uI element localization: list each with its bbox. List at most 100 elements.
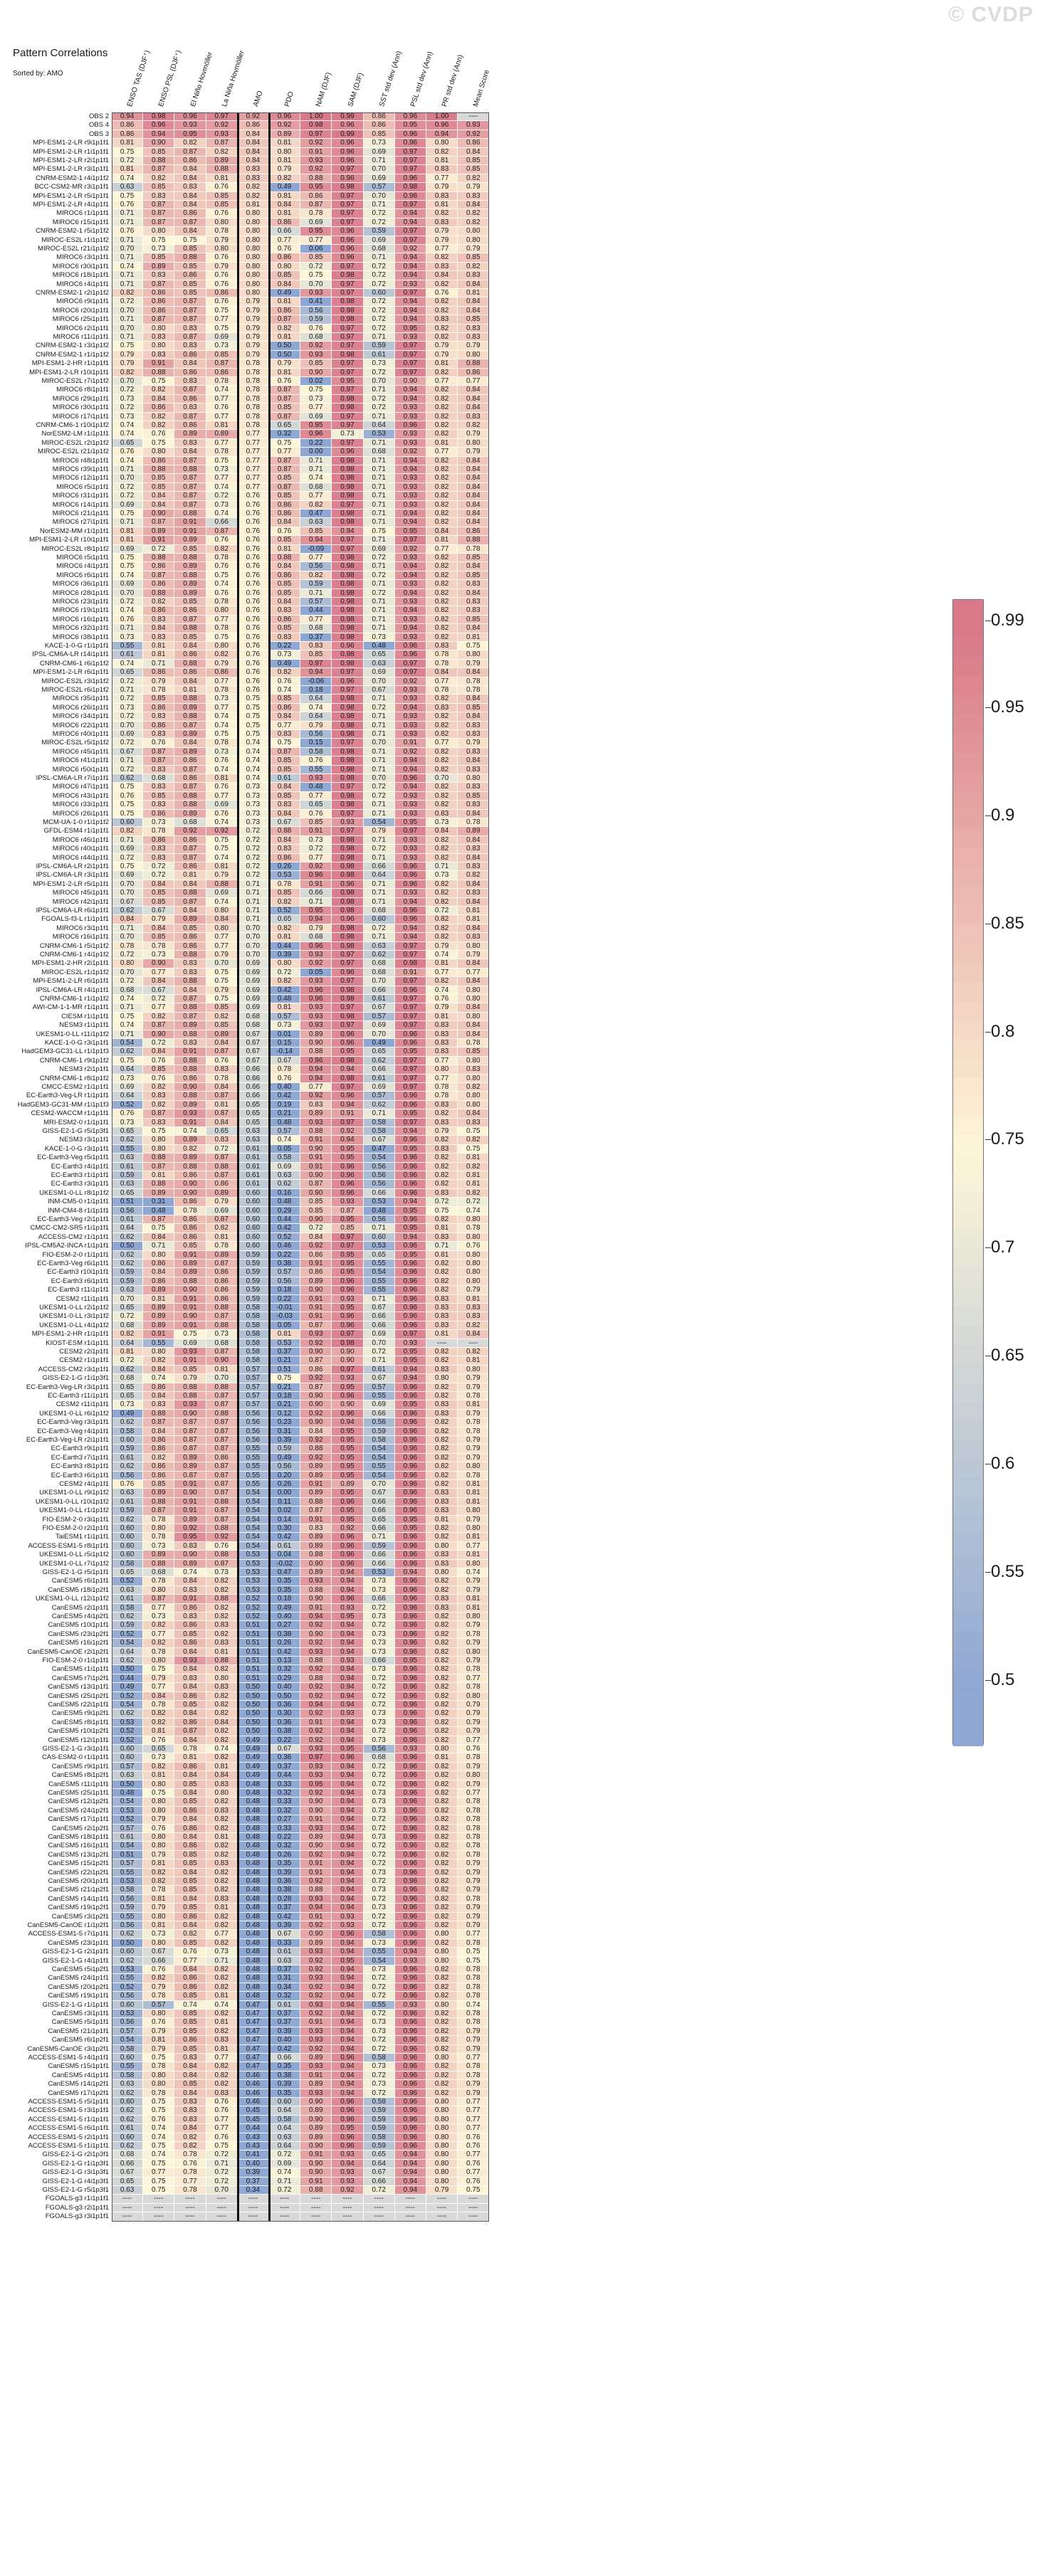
row-label: UKESM1-0-LL r3i1p1f2 — [39, 1312, 109, 1321]
cvdp-logo: © CVDP — [948, 3, 1034, 26]
heatmap-cell: 0.96 — [332, 157, 364, 166]
heatmap-cell: 0.71 — [363, 482, 395, 492]
heatmap-cell: 0.98 — [394, 183, 426, 192]
row-label: NorESM2-MM r1i1p1f1 — [39, 527, 109, 535]
row-label: CESM2 r4i1p1f1 — [59, 1480, 109, 1488]
column-header: La Niña Hovmöller — [220, 49, 246, 108]
row-label: NESM3 r2i1p1f1 — [59, 1065, 109, 1074]
heatmap-cell: 0.76 — [426, 289, 458, 298]
column-header: SST std dev (Ann) — [377, 50, 404, 108]
heatmap-cell: 0.79 — [269, 165, 301, 174]
heatmap-cell: 0.96 — [174, 112, 206, 122]
heatmap-cell: 0.93 — [394, 430, 426, 439]
heatmap-cell: 0.85 — [174, 262, 206, 272]
heatmap-cell: 0.69 — [300, 218, 332, 228]
row-label: FGOALS-f3-L r1i1p1f1 — [41, 915, 109, 924]
heatmap-cell: 0.84 — [174, 448, 206, 457]
heatmap-cell: 0.97 — [394, 350, 426, 360]
heatmap-cell: 0.81 — [112, 165, 144, 174]
colorbar-tick-label: 0.55 — [985, 1561, 1024, 1581]
heatmap-cell: 0.82 — [269, 324, 301, 333]
row-label: CNRM-CM6-1 r10i1p1f2 — [36, 421, 109, 429]
heatmap-cell: 0.83 — [174, 377, 206, 386]
heatmap-cell: 0.98 — [332, 271, 364, 280]
heatmap-cell: 0.87 — [174, 500, 206, 510]
row-label: EC-Earth3 r1i1p1f1 — [51, 1171, 109, 1179]
heatmap-cell: 0.76 — [143, 430, 175, 439]
heatmap-cell: 0.92 — [269, 121, 301, 130]
heatmap-cell: 0.86 — [300, 191, 332, 201]
heatmap-cell: 0.86 — [269, 218, 301, 228]
colorbar-band — [953, 1420, 983, 1441]
row-label: IPSL-CM5A2-INCA r1i1p1f1 — [25, 1242, 109, 1250]
heatmap-cell: 0.84 — [174, 359, 206, 369]
heatmap-cell: 0.86 — [112, 130, 144, 139]
row-label: CNRM-CM6-1 r6i1p1f2 — [39, 659, 109, 667]
colorbar-band — [953, 1593, 983, 1613]
heatmap-cell: 1.00 — [426, 112, 458, 122]
heatmap-cell: 0.86 — [143, 289, 175, 298]
heatmap-cell: 0.72 — [363, 394, 395, 404]
heatmap-cell: 0.81 — [269, 333, 301, 342]
heatmap-cell: 0.96 — [332, 253, 364, 263]
heatmap-cell: 0.94 — [394, 209, 426, 218]
colorbar-band — [953, 1726, 983, 1746]
heatmap-cell: 0.61 — [363, 350, 395, 360]
heatmap-cell: 0.87 — [174, 297, 206, 307]
row-label: MPI-ESM1-2-LR r9i1p1f1 — [33, 139, 109, 147]
row-label: CanESM5 r9i1p2f1 — [51, 1709, 109, 1718]
row-label: CanESM5 r24i1p2f1 — [48, 1806, 109, 1815]
heatmap-cell: 0.82 — [143, 386, 175, 395]
heatmap-cell: 0.94 — [394, 306, 426, 316]
row-label: MPI-ESM1-2-LR r1i1p1f1 — [33, 147, 109, 156]
heatmap-cell: 0.82 — [143, 412, 175, 421]
heatmap-cell: 0.71 — [363, 333, 395, 342]
row-label: MIROC6 r36i1p1f1 — [52, 580, 109, 588]
row-label: CNRM-CM6-1 r1i1p1f2 — [39, 995, 109, 1003]
row-label: EC-Earth3 r6i1p1f1 — [51, 1277, 109, 1285]
heatmap-cell: 0.82 — [426, 147, 458, 157]
heatmap-cell: 0.80 — [269, 147, 301, 157]
heatmap-cell: 0.82 — [426, 500, 458, 510]
heatmap-cell: 0.71 — [363, 438, 395, 448]
row-label: CanESM5 r21i1p1f1 — [48, 2027, 109, 2035]
heatmap-cell: 0.99 — [332, 130, 364, 139]
colorbar-band — [953, 848, 983, 868]
heatmap-cell: 0.93 — [394, 500, 426, 510]
row-label: GISS-E2-1-G r5i1p3f1 — [42, 2186, 109, 2194]
row-label: UKESM1-0-LL r6i1p1f2 — [39, 1409, 109, 1418]
heatmap-cell: 0.75 — [300, 271, 332, 280]
heatmap-cell: 0.84 — [174, 165, 206, 174]
row-label: GISS-E2-1-G r3i1p3f1 — [42, 2168, 109, 2177]
heatmap-cell: 0.93 — [174, 121, 206, 130]
heatmap-cell: 0.97 — [332, 359, 364, 369]
heatmap-cell: 0.96 — [332, 121, 364, 130]
heatmap-cell: 0.86 — [269, 500, 301, 510]
row-label: MPI-ESM1-2-HR r1i1p1f1 — [31, 359, 109, 368]
row-label: EC-Earth3-Veg r2i1p1f1 — [37, 1215, 109, 1223]
heatmap-cell: 0.98 — [332, 297, 364, 307]
heatmap-cell: 0.97 — [332, 165, 364, 174]
heatmap-cell: 0.74 — [112, 430, 144, 439]
heatmap-cell: 0.71 — [363, 253, 395, 263]
heatmap-cell: 0.80 — [143, 448, 175, 457]
heatmap-cell: 0.83 — [143, 350, 175, 360]
colorbar-band — [953, 981, 983, 1002]
heatmap-cell: 0.71 — [300, 465, 332, 475]
colorbar-band — [953, 1554, 983, 1575]
row-label: ACCESS-ESM1-5 r7i1p1f1 — [28, 1930, 109, 1938]
heatmap-cell: 0.81 — [269, 157, 301, 166]
row-label: MIROC6 r34i1p1f1 — [52, 712, 109, 721]
column-header: PR std dev (Ann) — [441, 53, 466, 108]
heatmap-cell: 0.50 — [269, 342, 301, 351]
heatmap-cell: 0.98 — [332, 394, 364, 404]
heatmap-cell: 0.93 — [394, 333, 426, 342]
heatmap-cell: 0.84 — [174, 227, 206, 236]
row-label: MIROC6 r29i1p1f1 — [52, 394, 109, 403]
heatmap-cell: 0.96 — [394, 191, 426, 201]
heatmap-cell: 0.80 — [426, 139, 458, 148]
heatmap-cell: 0.81 — [269, 368, 301, 377]
colorbar-band — [953, 1649, 983, 1670]
colorbar-band — [953, 1001, 983, 1021]
heatmap-cell: 0.94 — [143, 130, 175, 139]
